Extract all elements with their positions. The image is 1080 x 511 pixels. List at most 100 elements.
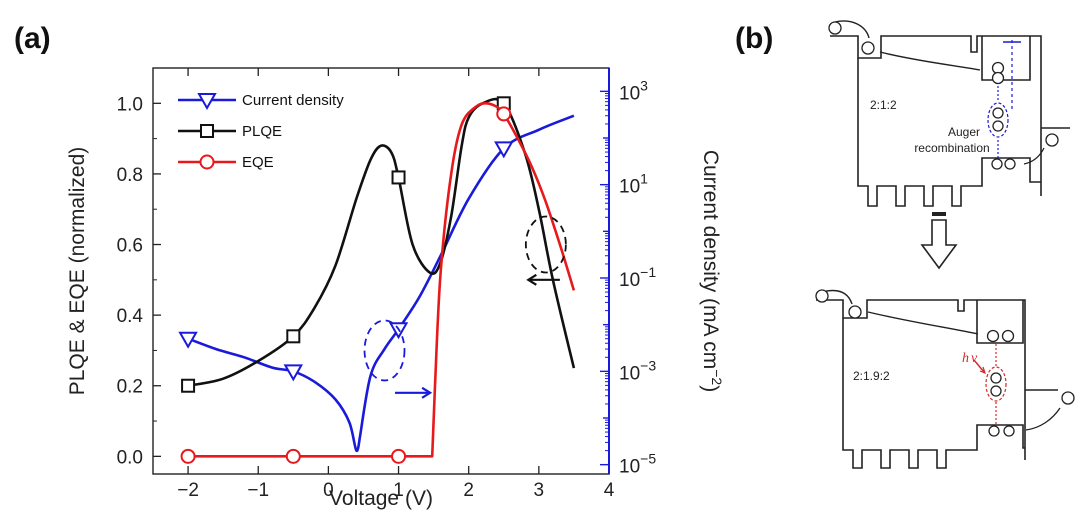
tick-labels: −2 −1 0 1 2 3 4 0.0 0.2 0.4 0.6 0.8 1.0 10−5 10−3 10−1 1… [117, 77, 657, 501]
bottom-hole-arrow [1025, 407, 1061, 431]
bottom-valence-band [842, 318, 1025, 469]
bottom-hole-1 [988, 425, 1000, 437]
current-axis-arrowhead [421, 386, 433, 399]
legend-label-eqe: EQE [242, 154, 274, 171]
auger-text-2: recombination [914, 141, 989, 155]
down-arrow [920, 212, 958, 270]
bottom-transfer-arrow [867, 311, 979, 335]
series-marker-current-density [178, 331, 198, 349]
series-marker-plqe [391, 170, 406, 185]
x-tick-label: 2 [463, 480, 474, 501]
bottom-electron-2 [848, 305, 862, 319]
bottom-electron-1 [815, 289, 829, 303]
series-marker-plqe [286, 329, 301, 344]
y-tick-label: 0.4 [117, 306, 144, 327]
series-line-current-density [187, 114, 575, 453]
top-hole-1 [991, 158, 1003, 170]
panel-a-label: (a) [14, 22, 51, 55]
y2-tick-label: 103 [619, 77, 648, 104]
top-electron-2 [861, 41, 875, 55]
bottom-well-electron-2 [1001, 329, 1015, 343]
series-layer [178, 96, 576, 464]
auger-text-1: Auger [948, 125, 980, 139]
y-axis-label: PLQE & EQE (normalized) [66, 147, 89, 396]
top-well [981, 36, 1031, 81]
series-marker-plqe [181, 378, 196, 393]
legend-label-plqe: PLQE [242, 123, 282, 140]
legend-label-current-density: Current density [242, 92, 344, 109]
hv-label-nu: ν [971, 351, 978, 366]
x-tick-label: −1 [247, 480, 269, 501]
y2-axis-label-main: Current density (mA cm [699, 150, 722, 369]
y2-axis-label-exp: −2 [709, 369, 725, 385]
y-tick-label: 0.0 [117, 447, 143, 468]
band-diagram-bottom [816, 299, 1058, 469]
x-tick-label: 0 [323, 480, 334, 501]
top-well-electron-1 [991, 61, 1005, 75]
bottom-well [976, 300, 1024, 344]
photon-arrowhead [979, 366, 986, 375]
y2-tick-label: 101 [619, 171, 648, 198]
series-marker-current-density [494, 141, 514, 159]
series-marker-eqe [180, 448, 196, 464]
top-well-electron-2 [991, 71, 1005, 85]
panel-b-label: (b) [735, 22, 773, 55]
series-line-plqe [187, 97, 576, 387]
bottom-conduction-band [816, 299, 1026, 460]
y2-axis-label-end: ) [699, 385, 722, 392]
bottom-exciton-ellipse [985, 366, 1007, 402]
ratio-bottom: 2:1.9:2 [853, 369, 890, 383]
top-valence-band [857, 58, 1041, 207]
band-diagram-top [830, 35, 1070, 207]
ratio-top: 2:1:2 [870, 98, 897, 112]
photon-arrow [973, 359, 985, 373]
band-diagram: 2:1:2 Auger recombination [815, 20, 1075, 469]
legend-marker-current-density [197, 93, 217, 111]
top-hole-incoming [1045, 133, 1059, 147]
y2-tick-label: 10−3 [619, 357, 656, 384]
top-hole-2 [1004, 158, 1016, 170]
bottom-hole-incoming [1061, 391, 1075, 405]
x-axis-label: Voltage (V) [329, 487, 433, 510]
band-diagram-top-details: 2:1:2 Auger recombination [828, 20, 1059, 170]
top-electron-arrow-1 [834, 20, 870, 39]
top-transfer-arrow [879, 51, 981, 71]
x-tick-label: 1 [393, 480, 404, 501]
annotation-layer [363, 215, 567, 399]
series-marker-eqe [496, 106, 512, 122]
y-tick-label: 1.0 [117, 94, 143, 115]
bottom-well-electron-1 [986, 329, 1000, 343]
x-tick-label: 3 [534, 480, 545, 501]
series-marker-eqe [391, 448, 407, 464]
x-tick-label: −2 [177, 480, 199, 501]
legend: Current density PLQE EQE [178, 92, 344, 171]
plqe-axis-ellipse [524, 215, 567, 274]
bottom-hole-2 [1003, 425, 1015, 437]
y2-tick-label: 10−5 [619, 451, 656, 478]
top-exciton-e [992, 107, 1004, 119]
series-line-eqe [188, 102, 576, 458]
series-marker-eqe [285, 448, 301, 464]
top-electron-1 [828, 21, 842, 35]
plqe-axis-arrowhead [526, 273, 537, 286]
series-marker-current-density [283, 364, 304, 382]
current-axis-ellipse [363, 319, 406, 382]
axis-ticks [153, 68, 610, 474]
top-exciton-ellipse [987, 102, 1009, 138]
y2-tick-label: 10−1 [619, 264, 656, 291]
y-tick-label: 0.8 [117, 165, 143, 186]
y-tick-label: 0.6 [117, 236, 143, 257]
y2-axis-label: Current density (mA cm−2) [699, 150, 725, 392]
x-tick-label: 4 [604, 480, 615, 501]
bottom-exciton-e [990, 372, 1002, 384]
hv-label-h: h [962, 351, 969, 366]
bottom-exciton-h [990, 385, 1002, 397]
chart-a: −2 −1 0 1 2 3 4 0.0 0.2 0.4 0.6 0.8 1.0 10−5 10−3 10−1 1… [66, 67, 725, 510]
legend-marker-plqe [200, 124, 214, 138]
y-tick-label: 0.2 [117, 377, 143, 398]
top-hole-arrow [1023, 147, 1045, 165]
legend-marker-eqe [199, 154, 215, 170]
